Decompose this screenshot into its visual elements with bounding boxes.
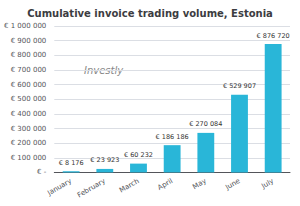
svg-text:€ 23 923: € 23 923 <box>90 156 119 164</box>
svg-text:Cumulative invoice trading vol: Cumulative invoice trading volume, Eston… <box>27 8 273 19</box>
svg-text:€ 60 232: € 60 232 <box>124 151 153 159</box>
svg-text:€ 529 907: € 529 907 <box>223 82 256 90</box>
svg-text:July: July <box>259 177 275 191</box>
svg-text:€ 8 176: € 8 176 <box>59 159 84 167</box>
svg-text:March: March <box>118 177 140 195</box>
svg-text:April: April <box>156 177 174 192</box>
svg-text:€ 200 000: € 200 000 <box>11 139 47 147</box>
svg-text:€ 900 000: € 900 000 <box>11 37 47 45</box>
svg-text:€ 876 720: € 876 720 <box>257 32 290 40</box>
svg-text:Investly: Investly <box>84 65 124 77</box>
svg-text:May: May <box>191 177 208 191</box>
svg-text:€ 500 000: € 500 000 <box>11 95 47 103</box>
svg-text:€ -: € - <box>37 168 47 176</box>
svg-text:€ 100 000: € 100 000 <box>11 154 47 162</box>
svg-text:€ 1 000 000: € 1 000 000 <box>4 22 46 30</box>
svg-text:January: January <box>45 177 73 198</box>
svg-text:€ 600 000: € 600 000 <box>11 81 47 89</box>
svg-text:€ 270 084: € 270 084 <box>189 120 222 128</box>
svg-text:€ 400 000: € 400 000 <box>11 110 47 118</box>
svg-text:€ 700 000: € 700 000 <box>11 66 47 74</box>
svg-text:€ 300 000: € 300 000 <box>11 125 47 133</box>
svg-text:February: February <box>76 177 107 199</box>
svg-text:June: June <box>223 177 241 192</box>
svg-text:€ 800 000: € 800 000 <box>11 51 47 59</box>
svg-text:€ 186 186: € 186 186 <box>156 133 189 141</box>
